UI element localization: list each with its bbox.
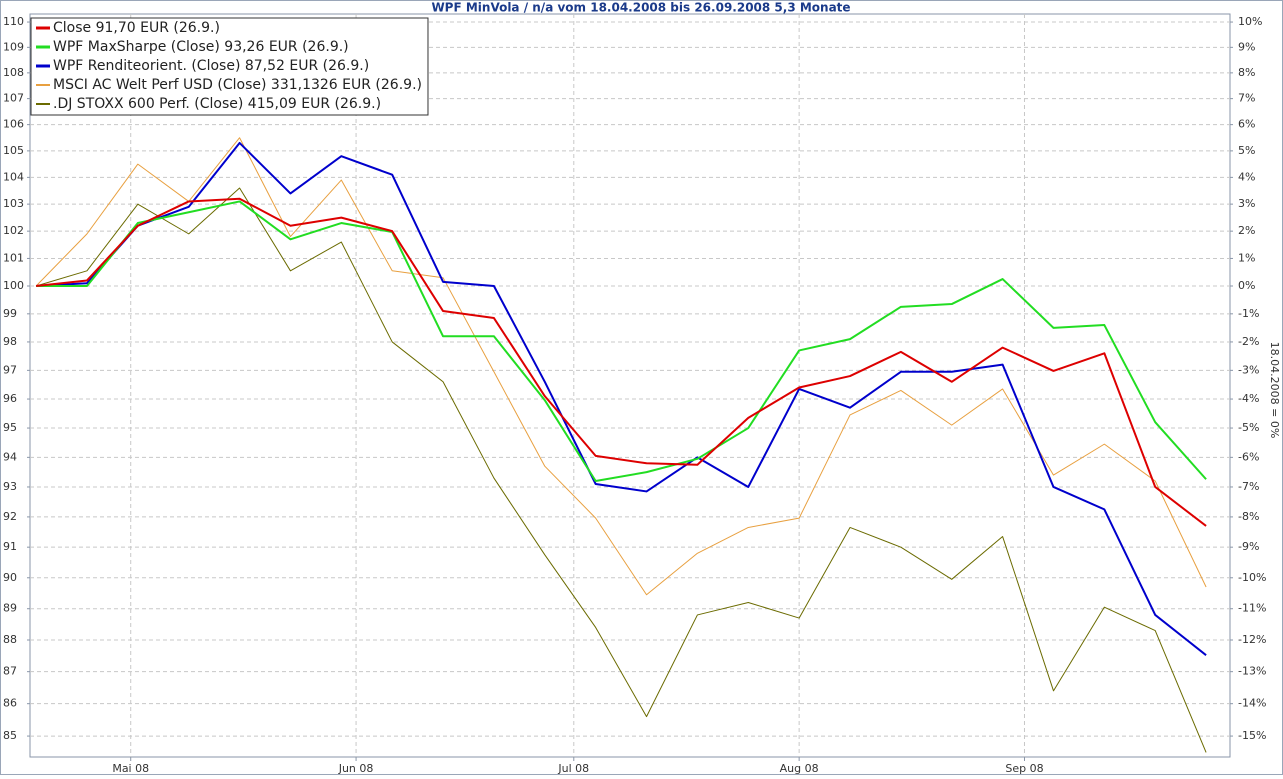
chart-title: WPF MinVola / n/a vom 18.04.2008 bis 26.…: [431, 1, 850, 15]
y2-tick-label: -14%: [1238, 697, 1266, 710]
y-tick-label: 88: [3, 633, 17, 646]
legend-label: MSCI AC Welt Perf USD (Close) 331,1326 E…: [53, 77, 422, 93]
y2-axis-title: 18.04.2008 = 0%: [1268, 342, 1281, 439]
y2-tick-label: -9%: [1238, 540, 1259, 553]
y-tick-label: 96: [3, 392, 17, 405]
y2-tick-label: 10%: [1238, 15, 1262, 28]
y-tick-label: 93: [3, 480, 17, 493]
y2-tick-label: 4%: [1238, 170, 1255, 183]
x-tick-label: Jun 08: [338, 762, 374, 775]
series-line: [36, 141, 1207, 656]
y-tick-label: 92: [3, 510, 17, 523]
y-tick-label: 102: [3, 224, 24, 237]
y-tick-label: 108: [3, 66, 24, 79]
x-tick-label: Sep 08: [1005, 762, 1043, 775]
y2-tick-label: -2%: [1238, 335, 1259, 348]
y-tick-label: 103: [3, 197, 24, 210]
y2-tick-label: -8%: [1238, 510, 1259, 523]
y2-tick-label: -3%: [1238, 363, 1259, 376]
series-line: [36, 200, 1207, 483]
y-tick-label: 107: [3, 92, 24, 105]
legend-label: WPF MaxSharpe (Close) 93,26 EUR (26.9.): [53, 39, 349, 55]
x-tick-label: Aug 08: [780, 762, 819, 775]
y2-tick-label: 6%: [1238, 118, 1255, 131]
y2-tick-label: -4%: [1238, 392, 1259, 405]
y-tick-label: 104: [3, 170, 24, 183]
y-tick-label: 99: [3, 307, 17, 320]
y-tick-label: 101: [3, 251, 24, 264]
y-tick-label: 91: [3, 540, 17, 553]
y2-tick-label: 7%: [1238, 92, 1255, 105]
y2-tick-label: -10%: [1238, 571, 1266, 584]
y2-tick-label: -7%: [1238, 480, 1259, 493]
y2-tick-label: 8%: [1238, 66, 1255, 79]
y2-tick-label: 0%: [1238, 279, 1255, 292]
y2-tick-label: -13%: [1238, 665, 1266, 678]
y-tick-label: 95: [3, 421, 17, 434]
y-tick-label: 90: [3, 571, 17, 584]
y-tick-label: 86: [3, 697, 17, 710]
y-tick-label: 100: [3, 279, 24, 292]
series-line: [35, 187, 1207, 753]
y-tick-label: 110: [3, 15, 24, 28]
y-tick-label: 97: [3, 363, 17, 376]
legend-label: .DJ STOXX 600 Perf. (Close) 415,09 EUR (…: [53, 96, 381, 112]
y2-tick-label: 1%: [1238, 251, 1255, 264]
y-tick-label: 98: [3, 335, 17, 348]
y2-tick-label: 5%: [1238, 144, 1255, 157]
plot-area: [29, 13, 1231, 758]
legend: Close 91,70 EUR (26.9.) WPF MaxSharpe (Cl…: [30, 17, 429, 116]
x-tick-label: Jul 08: [557, 762, 589, 775]
y2-tick-label: 9%: [1238, 40, 1255, 53]
y-tick-label: 109: [3, 40, 24, 53]
y-tick-label: 85: [3, 729, 17, 742]
y2-tick-label: 2%: [1238, 224, 1255, 237]
y2-tick-label: -1%: [1238, 307, 1259, 320]
x-tick-label: Mai 08: [112, 762, 149, 775]
y-tick-label: 106: [3, 118, 24, 131]
y2-tick-label: -11%: [1238, 602, 1266, 615]
y2-tick-label: -12%: [1238, 633, 1266, 646]
series-line: [35, 197, 1207, 527]
y-tick-label: 105: [3, 144, 24, 157]
legend-box: [30, 17, 429, 116]
y2-tick-label: 3%: [1238, 197, 1255, 210]
y2-tick-label: -6%: [1238, 450, 1259, 463]
legend-label: Close 91,70 EUR (26.9.): [53, 20, 220, 36]
y-tick-label: 89: [3, 602, 17, 615]
y2-tick-label: -5%: [1238, 421, 1259, 434]
y-tick-label: 87: [3, 665, 17, 678]
series-line: [35, 137, 1207, 596]
legend-label: WPF Renditeorient. (Close) 87,52 EUR (26…: [53, 58, 369, 74]
y-tick-label: 94: [3, 450, 17, 463]
y2-tick-label: -15%: [1238, 729, 1266, 742]
